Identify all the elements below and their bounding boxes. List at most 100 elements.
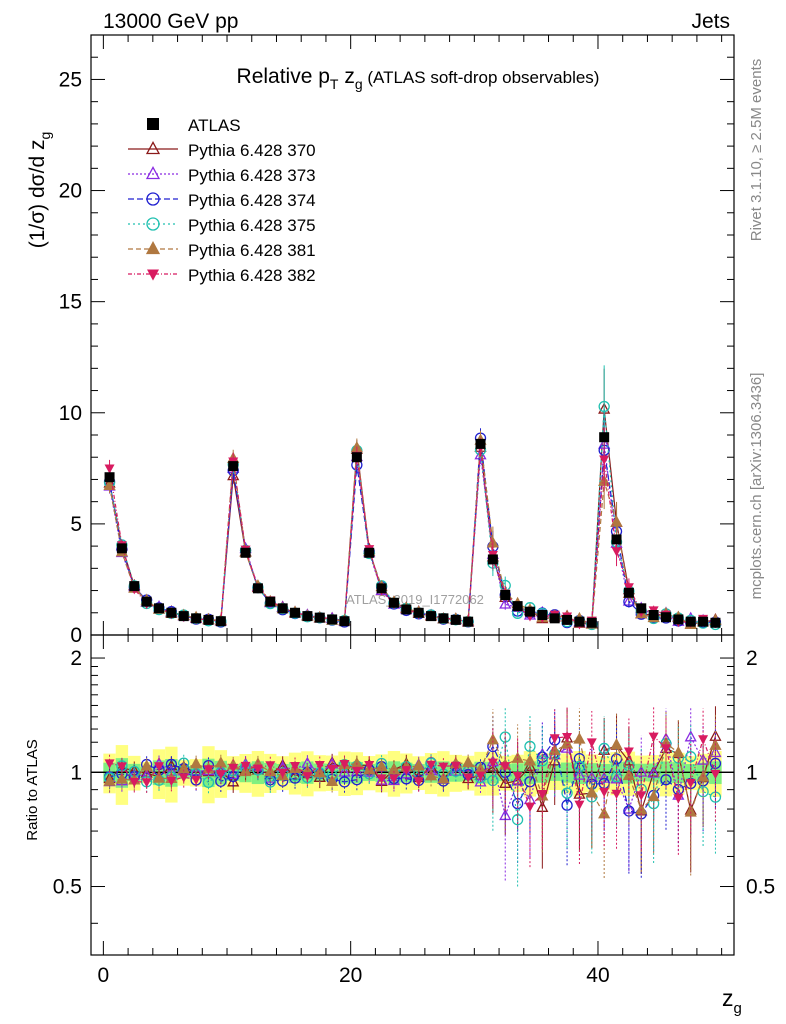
atlas-point	[166, 607, 177, 618]
atlas-point	[487, 554, 498, 565]
legend-entry-6: Pythia 6.428 382	[188, 266, 316, 285]
atlas-point	[413, 607, 424, 618]
legend-marker-6	[147, 269, 159, 281]
ratio-plot-frame	[90, 634, 735, 956]
ratio-point-5	[177, 761, 190, 774]
ratio-point-6	[388, 774, 399, 784]
chart-title-sub: T	[330, 76, 339, 92]
watermark-text: ATLAS_2019_I1772062	[346, 592, 484, 607]
ratio-point-6	[228, 763, 239, 774]
atlas-point	[376, 583, 387, 594]
atlas-point	[698, 616, 709, 627]
atlas-point	[327, 614, 338, 625]
legend-marker-3	[146, 192, 160, 206]
ratio-point-6	[463, 773, 474, 783]
legend-marker-1	[145, 141, 161, 155]
main-y-tick-label: 15	[59, 291, 82, 314]
ratio-point-6	[623, 747, 634, 757]
atlas-point	[586, 617, 597, 628]
atlas-point	[203, 614, 214, 625]
atlas-point	[116, 543, 127, 554]
atlas-point	[252, 583, 263, 594]
atlas-point	[351, 452, 362, 463]
main-y-tick-label: 10	[59, 402, 82, 425]
ratio-point-6	[191, 775, 202, 785]
ratio-y-axis: 0.5 0.5 1 1 2 2	[53, 647, 775, 924]
ratio-point-5	[462, 755, 475, 768]
ratio-point-5	[326, 774, 339, 787]
atlas-point	[611, 534, 622, 545]
ratio-point-6	[438, 762, 449, 772]
ratio-point-6	[203, 765, 214, 775]
atlas-point	[537, 610, 548, 620]
x-axis-label-sub: g	[734, 1000, 742, 1017]
chart-title-post: (ATLAS soft-drop observables)	[363, 68, 600, 87]
series-point-6	[599, 455, 610, 465]
legend-marker-2	[145, 166, 161, 180]
atlas-point	[463, 616, 474, 627]
ratio-point-6	[487, 758, 498, 768]
series-point-2	[499, 597, 512, 609]
ratio-point-6	[240, 761, 251, 772]
atlas-point	[475, 438, 486, 449]
atlas-point	[524, 606, 535, 617]
ratio-point-5	[610, 738, 623, 750]
legend-marker-0	[147, 118, 159, 130]
series-point-4	[598, 400, 610, 413]
ratio-point-6	[302, 772, 313, 782]
legend-entry-3: Pythia 6.428 374	[188, 191, 316, 210]
ratio-point-5	[115, 772, 129, 784]
ratio-point-6	[277, 768, 288, 778]
ratio-point-5	[140, 759, 153, 771]
atlas-point	[685, 616, 696, 627]
main-series-layer	[103, 365, 722, 631]
atlas-point	[388, 597, 399, 608]
chart-title-sub2: g	[355, 76, 363, 92]
x-tick-label: 20	[339, 964, 362, 987]
ratio-point-2	[684, 730, 697, 742]
atlas-point	[178, 611, 189, 622]
ratio-point-5	[152, 771, 166, 783]
watermark: ATLAS_2019_I1772062	[346, 592, 484, 607]
atlas-point	[364, 547, 375, 558]
ratio-point-6	[500, 762, 511, 772]
ratio-point-6	[116, 762, 127, 772]
legend-entry-0: ATLAS	[188, 116, 241, 135]
series-point-6	[104, 464, 115, 474]
ratio-point-5	[647, 789, 660, 802]
atlas-point	[636, 603, 647, 614]
ratio-point-6	[351, 766, 362, 777]
atlas-point	[191, 613, 202, 624]
x-axis-label: zg	[722, 985, 742, 1017]
x-tick-label: 40	[586, 964, 609, 987]
ratio-point-6	[611, 789, 622, 800]
atlas-point	[154, 603, 165, 614]
ratio-point-6	[364, 760, 375, 771]
atlas-point	[512, 601, 523, 612]
atlas-point	[339, 616, 350, 627]
ratio-point-6	[327, 764, 338, 775]
legend-entry-4: Pythia 6.428 375	[188, 216, 316, 235]
atlas-point	[290, 607, 301, 618]
ratio-point-4	[561, 787, 573, 799]
atlas-point	[314, 612, 325, 623]
atlas-point	[648, 610, 659, 620]
ratio-point-6	[648, 732, 659, 742]
x-axis: 0 20 40	[98, 35, 723, 987]
ratio-point-6	[562, 732, 573, 743]
atlas-point	[438, 613, 449, 624]
main-y-label-sub: g	[37, 132, 53, 140]
main-y-tick-label: 20	[59, 180, 82, 203]
ratio-point-6	[104, 759, 115, 769]
ratio-point-6	[252, 764, 263, 774]
atlas-point	[104, 472, 115, 483]
ratio-point-6	[698, 735, 709, 745]
ratio-point-5	[412, 759, 425, 771]
side-label-rivet: Rivet 3.1.10, ≥ 2.5M events	[748, 59, 765, 242]
ratio-point-6	[685, 778, 696, 789]
chart-title-mid: z	[338, 65, 354, 88]
x-tick-label: 0	[98, 964, 110, 987]
ratio-point-5	[486, 733, 499, 745]
ratio-point-6	[549, 734, 560, 744]
ratio-point-6	[524, 802, 535, 812]
